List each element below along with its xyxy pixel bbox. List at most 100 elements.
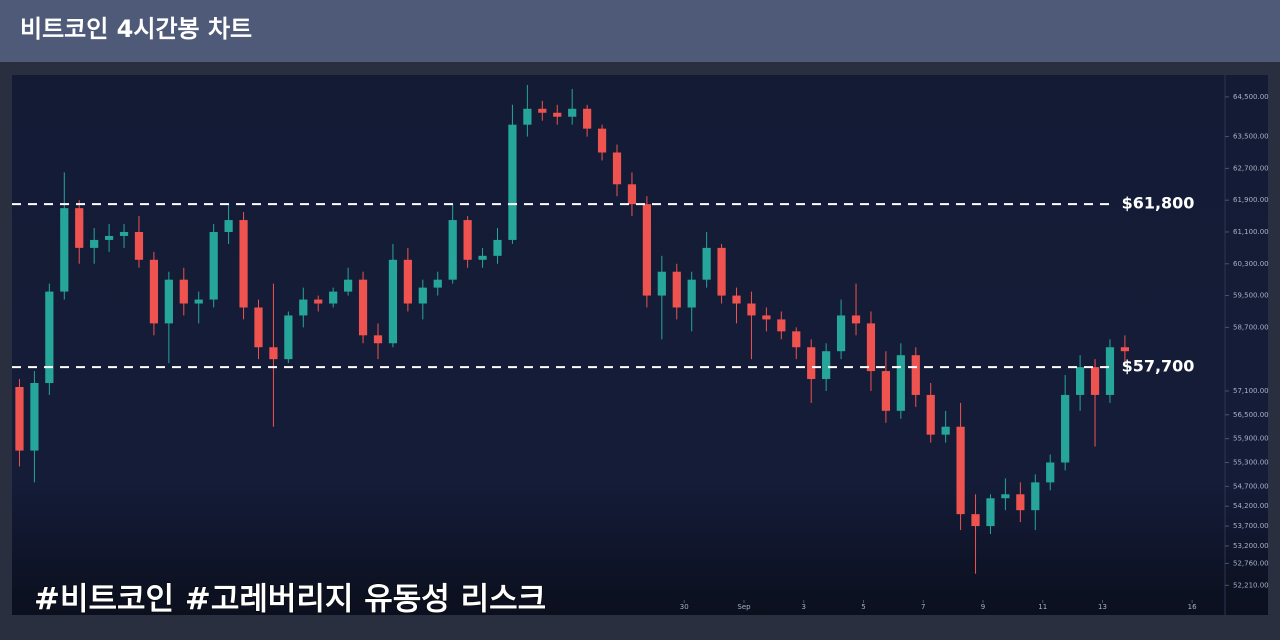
x-tick-label: 30 [680, 603, 689, 611]
candle-body [45, 291, 54, 384]
level-label: $61,800 [1122, 194, 1195, 213]
candle-body [1075, 367, 1085, 395]
candle-body [597, 128, 607, 153]
y-tick-label: 60,300.00 [1233, 260, 1269, 268]
x-tick-label: Sep [737, 603, 751, 611]
candle-body [717, 247, 726, 296]
level-label: $57,700 [1122, 357, 1195, 376]
candle-body [941, 426, 950, 435]
candle-body [702, 247, 711, 280]
candle-body [836, 315, 846, 352]
candle-body [672, 271, 681, 308]
candle-body [911, 355, 920, 395]
candle-body [732, 295, 741, 304]
candle-body [627, 184, 637, 205]
y-tick-label: 52,760.00 [1233, 559, 1269, 567]
candle-body [224, 220, 233, 232]
y-tick-label: 56,500.00 [1233, 411, 1269, 419]
candle-body [269, 347, 278, 360]
y-tick-label: 54,200.00 [1233, 502, 1269, 510]
y-tick-label: 61,100.00 [1233, 228, 1269, 236]
y-tick-label: 64,500.00 [1233, 93, 1269, 101]
candle-body [642, 204, 651, 296]
y-tick-label: 63,500.00 [1233, 133, 1269, 141]
candle-body [104, 235, 114, 240]
y-tick-label: 58,700.00 [1233, 323, 1269, 331]
candle-body [568, 108, 577, 117]
plot-area [12, 75, 1268, 615]
candle-body [1031, 482, 1040, 511]
candle-body [239, 220, 248, 308]
header-title: 비트코인 4시간봉 차트 [20, 15, 252, 43]
candle-body [896, 355, 905, 411]
y-tick-label: 52,210.00 [1233, 581, 1269, 589]
candle-body [1001, 494, 1010, 499]
candle-body [851, 315, 861, 324]
candle-body [792, 331, 801, 348]
candle-body [1120, 347, 1130, 352]
candle-body [866, 323, 876, 372]
candle-body [209, 231, 218, 300]
x-tick-label: 7 [921, 603, 925, 611]
candle-body [1061, 394, 1070, 463]
y-tick-label: 53,700.00 [1233, 522, 1269, 530]
y-tick-label: 62,700.00 [1233, 164, 1269, 172]
candle-body [777, 319, 786, 332]
candle-body [687, 279, 696, 308]
y-tick-label: 55,300.00 [1233, 458, 1269, 466]
candle-body [418, 287, 427, 304]
y-tick-label: 54,700.00 [1233, 482, 1269, 490]
candle-body [164, 279, 173, 324]
y-tick-label: 53,200.00 [1233, 542, 1269, 550]
candle-body [538, 108, 547, 113]
x-tick-label: 3 [802, 603, 806, 611]
candle-body [1046, 462, 1055, 483]
candle-body [986, 498, 995, 527]
x-tick-label: 11 [1038, 603, 1047, 611]
header-bar [0, 0, 1280, 62]
y-tick-label: 59,500.00 [1233, 292, 1269, 300]
candle-body [119, 231, 129, 236]
candle-body [75, 208, 84, 248]
x-tick-label: 9 [981, 603, 985, 611]
candle-body [30, 383, 39, 451]
caption: #비트코인 #고레버리지 유동성 리스크 [34, 582, 546, 618]
candle-body [881, 371, 891, 411]
candle-body [493, 239, 502, 256]
candle-body [822, 351, 831, 380]
candle-body [299, 299, 308, 316]
y-tick-label: 61,900.00 [1233, 196, 1269, 204]
candle-body [762, 315, 771, 320]
candle-body [463, 220, 472, 260]
candle-body [1090, 367, 1100, 395]
candle-body [329, 291, 338, 304]
candle-body [583, 108, 592, 129]
candle-body [553, 112, 562, 117]
candle-body [747, 303, 756, 316]
y-tick-label: 55,900.00 [1233, 435, 1269, 443]
candle-body [523, 108, 532, 125]
candle-body [433, 279, 442, 288]
candle-body [388, 259, 398, 344]
candle-body [134, 231, 144, 260]
candle-body [448, 220, 457, 280]
candle-body [1016, 494, 1025, 511]
candle-body [60, 208, 69, 292]
candle-body [179, 279, 188, 304]
candle-body [478, 255, 487, 260]
candle-body [90, 239, 99, 248]
candle-body [194, 299, 203, 304]
candle-body [254, 307, 263, 348]
candle-body [149, 259, 159, 324]
candle-body [284, 315, 293, 360]
candle-body [657, 271, 666, 296]
candle-body [1105, 347, 1115, 395]
candle-body [373, 335, 383, 344]
candle-body [971, 514, 980, 527]
candle-body [344, 279, 353, 292]
x-tick-label: 5 [861, 603, 865, 611]
candle-body [358, 279, 368, 336]
candle-body [612, 152, 622, 185]
